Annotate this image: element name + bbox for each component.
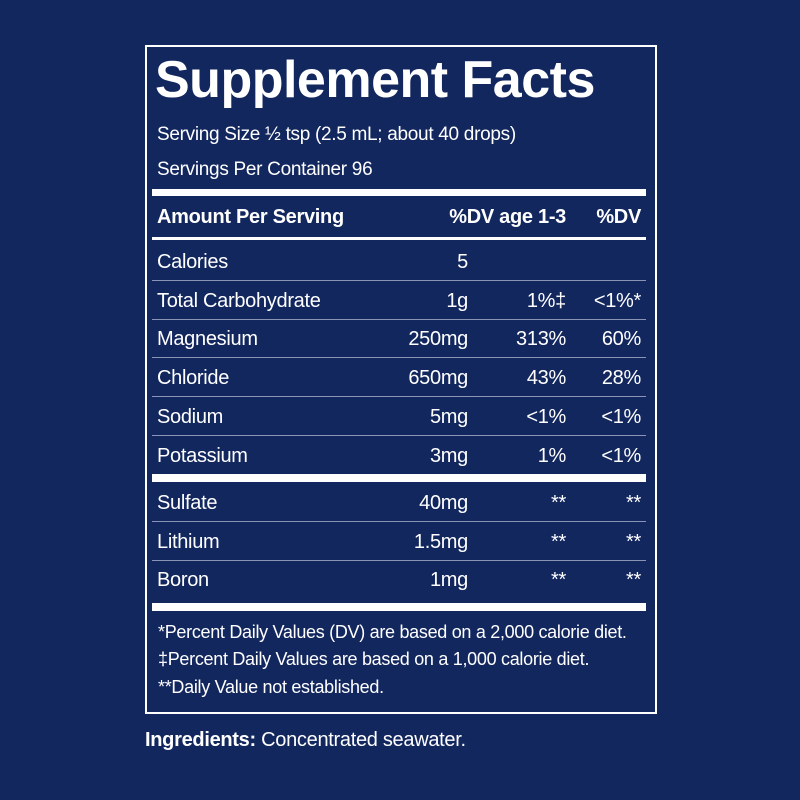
dv-child: 43% [526, 367, 566, 390]
nutrient-row: Lithium 1.5mg ** ** [152, 523, 646, 561]
nutrient-name: Total Carbohydrate [157, 289, 321, 312]
nutrient-row: Sulfate 40mg ** ** [152, 484, 646, 522]
header-dv: %DV [596, 206, 641, 228]
nutrient-name: Sulfate [157, 492, 218, 514]
header-row: Amount Per Serving %DV age 1-3 %DV [152, 198, 646, 240]
dv: 28% [601, 367, 641, 390]
dv: <1% [601, 405, 641, 428]
dv: ** [626, 569, 641, 592]
nutrient-row: Magnesium 250mg 313% 60% [152, 320, 646, 359]
ingredients: Ingredients: Concentrated seawater. [145, 729, 466, 752]
footnote: **Daily Value not established. [158, 677, 384, 697]
header-name: Amount Per Serving [157, 206, 344, 228]
dv-child: ** [551, 530, 566, 553]
footnote: *Percent Daily Values (DV) are based on … [158, 622, 627, 642]
header-dv-child: %DV age 1-3 [449, 206, 566, 228]
nutrient-row: Calories 5 [152, 243, 646, 281]
dv: 60% [601, 328, 641, 351]
nutrient-name: Lithium [157, 530, 220, 553]
nutrient-name: Potassium [157, 444, 248, 467]
ingredients-text: Concentrated seawater. [261, 729, 466, 751]
nutrient-name: Chloride [157, 367, 230, 390]
nutrient-name: Boron [157, 569, 209, 592]
nutrient-name: Sodium [157, 405, 224, 428]
nutrient-name: Magnesium [157, 328, 258, 351]
amount: 40mg [419, 492, 468, 514]
amount: 5 [457, 251, 468, 273]
amount: 1g [446, 289, 468, 312]
dv-child: <1% [526, 405, 566, 428]
dv: <1%* [593, 289, 641, 312]
dv: ** [626, 530, 641, 553]
dv-child: ** [551, 492, 566, 514]
dv-child: 1% [537, 444, 567, 467]
thick-divider [152, 603, 646, 611]
facts-panel [145, 45, 657, 714]
nutrient-row: Boron 1mg ** ** [152, 561, 646, 599]
panel-title: Supplement Facts [155, 51, 595, 109]
amount: 5mg [429, 405, 468, 428]
amount: 650mg [408, 367, 468, 390]
dv-child: 313% [516, 328, 566, 351]
dv: ** [626, 492, 641, 514]
ingredients-label: Ingredients: [145, 729, 256, 751]
amount: 1.5mg [413, 530, 468, 553]
nutrient-row: Sodium 5mg <1% <1% [152, 398, 646, 436]
footnote: ‡Percent Daily Values are based on a 1,0… [158, 649, 590, 669]
dv: <1% [601, 444, 641, 467]
nutrient-row: Potassium 3mg 1% <1% [152, 437, 646, 475]
dv-child: 1%‡ [526, 289, 566, 312]
serving-size: Serving Size ½ tsp (2.5 mL; about 40 dro… [157, 124, 516, 145]
amount: 3mg [429, 444, 468, 467]
servings-per-container: Servings Per Container 96 [157, 159, 373, 180]
dv-child: ** [551, 569, 566, 592]
amount: 250mg [408, 328, 468, 351]
nutrient-name: Calories [157, 251, 228, 273]
nutrient-row: Chloride 650mg 43% 28% [152, 359, 646, 398]
amount: 1mg [429, 569, 468, 592]
thick-divider [152, 189, 646, 196]
thick-divider [152, 474, 646, 482]
nutrient-row: Total Carbohydrate 1g 1%‡ <1%* [152, 282, 646, 320]
